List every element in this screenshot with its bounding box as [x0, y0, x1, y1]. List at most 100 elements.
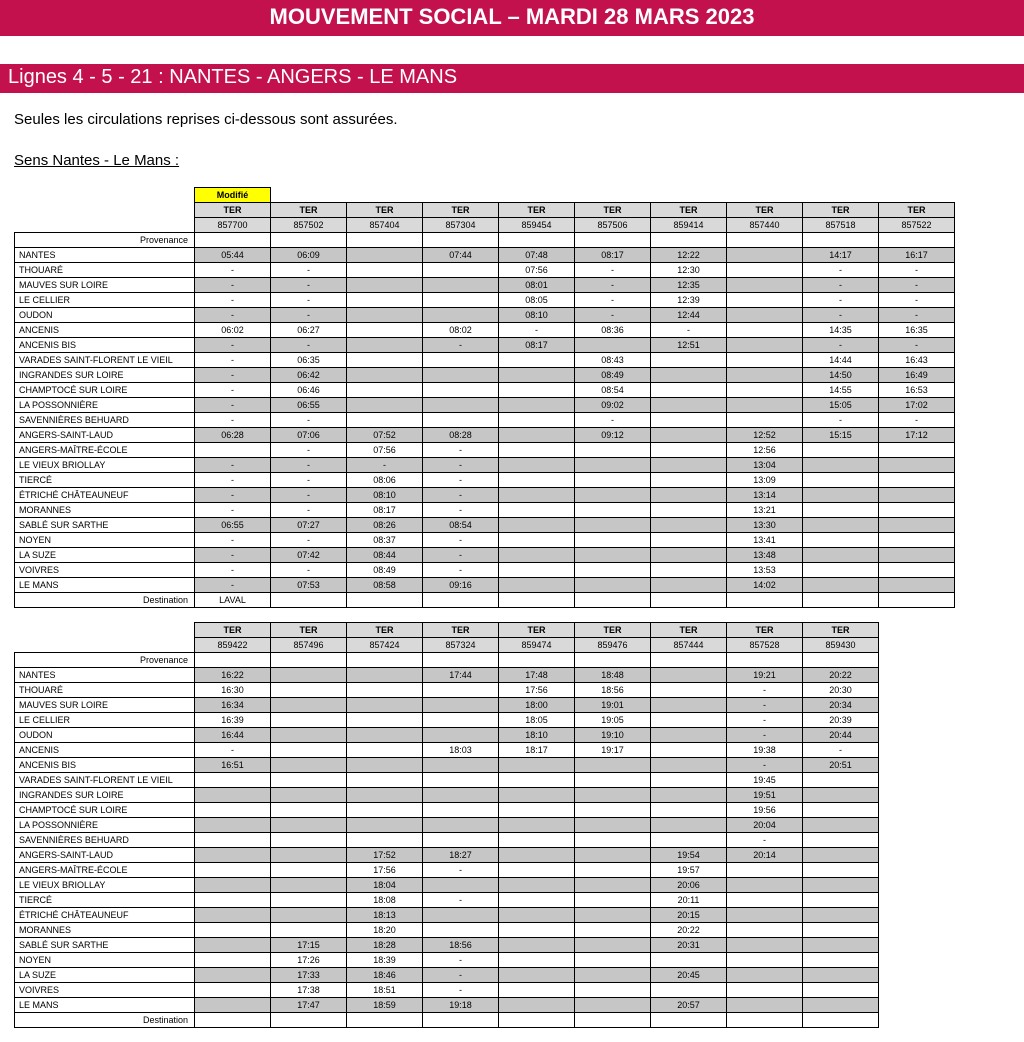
timetable-1: TERTERTERTERTERTERTERTERTER8594228574968…	[14, 622, 879, 1028]
time-cell	[347, 353, 423, 368]
time-cell: -	[727, 833, 803, 848]
time-cell	[195, 818, 271, 833]
train-number: 857324	[423, 638, 499, 653]
time-cell	[879, 503, 955, 518]
time-cell	[271, 848, 347, 863]
time-cell: -	[423, 338, 499, 353]
time-cell: 13:41	[727, 533, 803, 548]
time-cell	[727, 413, 803, 428]
time-cell: 14:44	[803, 353, 879, 368]
time-cell	[271, 923, 347, 938]
time-cell	[347, 683, 423, 698]
train-number: 857404	[347, 218, 423, 233]
time-cell: -	[195, 473, 271, 488]
time-cell: -	[423, 893, 499, 908]
train-type: TER	[879, 203, 955, 218]
time-cell: -	[195, 578, 271, 593]
time-cell: 18:10	[499, 728, 575, 743]
time-cell	[727, 398, 803, 413]
time-cell	[803, 923, 879, 938]
time-cell	[879, 563, 955, 578]
time-cell: 12:22	[651, 248, 727, 263]
station-name: ÉTRICHÉ CHÂTEAUNEUF	[15, 488, 195, 503]
time-cell: 17:02	[879, 398, 955, 413]
train-type: TER	[423, 623, 499, 638]
time-cell: -	[879, 308, 955, 323]
time-cell	[575, 503, 651, 518]
time-cell: 19:17	[575, 743, 651, 758]
time-cell: 08:05	[499, 293, 575, 308]
station-name: TIERCÉ	[15, 473, 195, 488]
time-cell: -	[271, 338, 347, 353]
time-cell	[499, 368, 575, 383]
station-name: NOYEN	[15, 533, 195, 548]
time-cell	[727, 248, 803, 263]
time-cell: 07:42	[271, 548, 347, 563]
time-cell	[575, 803, 651, 818]
train-number: 859422	[195, 638, 271, 653]
station-name: SAVENNIÈRES BEHUARD	[15, 413, 195, 428]
time-cell	[423, 923, 499, 938]
time-cell: 08:10	[347, 488, 423, 503]
time-cell: 18:56	[575, 683, 651, 698]
time-cell	[499, 908, 575, 923]
time-cell: -	[271, 413, 347, 428]
train-type: TER	[651, 623, 727, 638]
time-cell	[575, 968, 651, 983]
time-cell: -	[195, 458, 271, 473]
station-name: SAVENNIÈRES BEHUARD	[15, 833, 195, 848]
time-cell: -	[575, 413, 651, 428]
time-cell: 19:56	[727, 803, 803, 818]
time-cell	[499, 773, 575, 788]
time-cell: 08:54	[575, 383, 651, 398]
train-number: 857518	[803, 218, 879, 233]
time-cell: 17:47	[271, 998, 347, 1013]
time-cell: 19:10	[575, 728, 651, 743]
time-cell	[575, 788, 651, 803]
time-cell: 08:17	[575, 248, 651, 263]
station-name: ANGERS-MAÎTRE-ÉCOLE	[15, 443, 195, 458]
time-cell	[803, 503, 879, 518]
time-cell	[499, 788, 575, 803]
time-cell: 12:39	[651, 293, 727, 308]
station-name: SABLÉ SUR SARTHE	[15, 518, 195, 533]
time-cell	[575, 458, 651, 473]
destination-cell	[423, 1013, 499, 1028]
time-cell	[803, 998, 879, 1013]
destination-cell	[879, 593, 955, 608]
time-cell: -	[879, 278, 955, 293]
destination-cell	[195, 1013, 271, 1028]
time-cell: 08:37	[347, 533, 423, 548]
time-cell	[727, 908, 803, 923]
time-cell: -	[271, 488, 347, 503]
time-cell	[803, 908, 879, 923]
time-cell: 20:22	[803, 668, 879, 683]
time-cell	[879, 473, 955, 488]
train-number: 857304	[423, 218, 499, 233]
station-name: OUDON	[15, 308, 195, 323]
time-cell: -	[575, 263, 651, 278]
station-name: SABLÉ SUR SARTHE	[15, 938, 195, 953]
time-cell	[499, 818, 575, 833]
time-cell	[271, 833, 347, 848]
time-cell	[195, 998, 271, 1013]
destination-cell	[423, 593, 499, 608]
time-cell	[499, 518, 575, 533]
time-cell: 19:54	[651, 848, 727, 863]
time-cell: 14:50	[803, 368, 879, 383]
time-cell: 18:39	[347, 953, 423, 968]
time-cell: 12:44	[651, 308, 727, 323]
station-name: MORANNES	[15, 923, 195, 938]
time-cell	[499, 473, 575, 488]
time-cell	[727, 968, 803, 983]
time-cell	[347, 743, 423, 758]
time-cell	[347, 248, 423, 263]
time-cell: 18:46	[347, 968, 423, 983]
train-number: 859430	[803, 638, 879, 653]
time-cell	[195, 443, 271, 458]
time-cell	[575, 533, 651, 548]
train-number: 859414	[651, 218, 727, 233]
time-cell: -	[195, 488, 271, 503]
time-cell: 14:02	[727, 578, 803, 593]
time-cell	[499, 893, 575, 908]
